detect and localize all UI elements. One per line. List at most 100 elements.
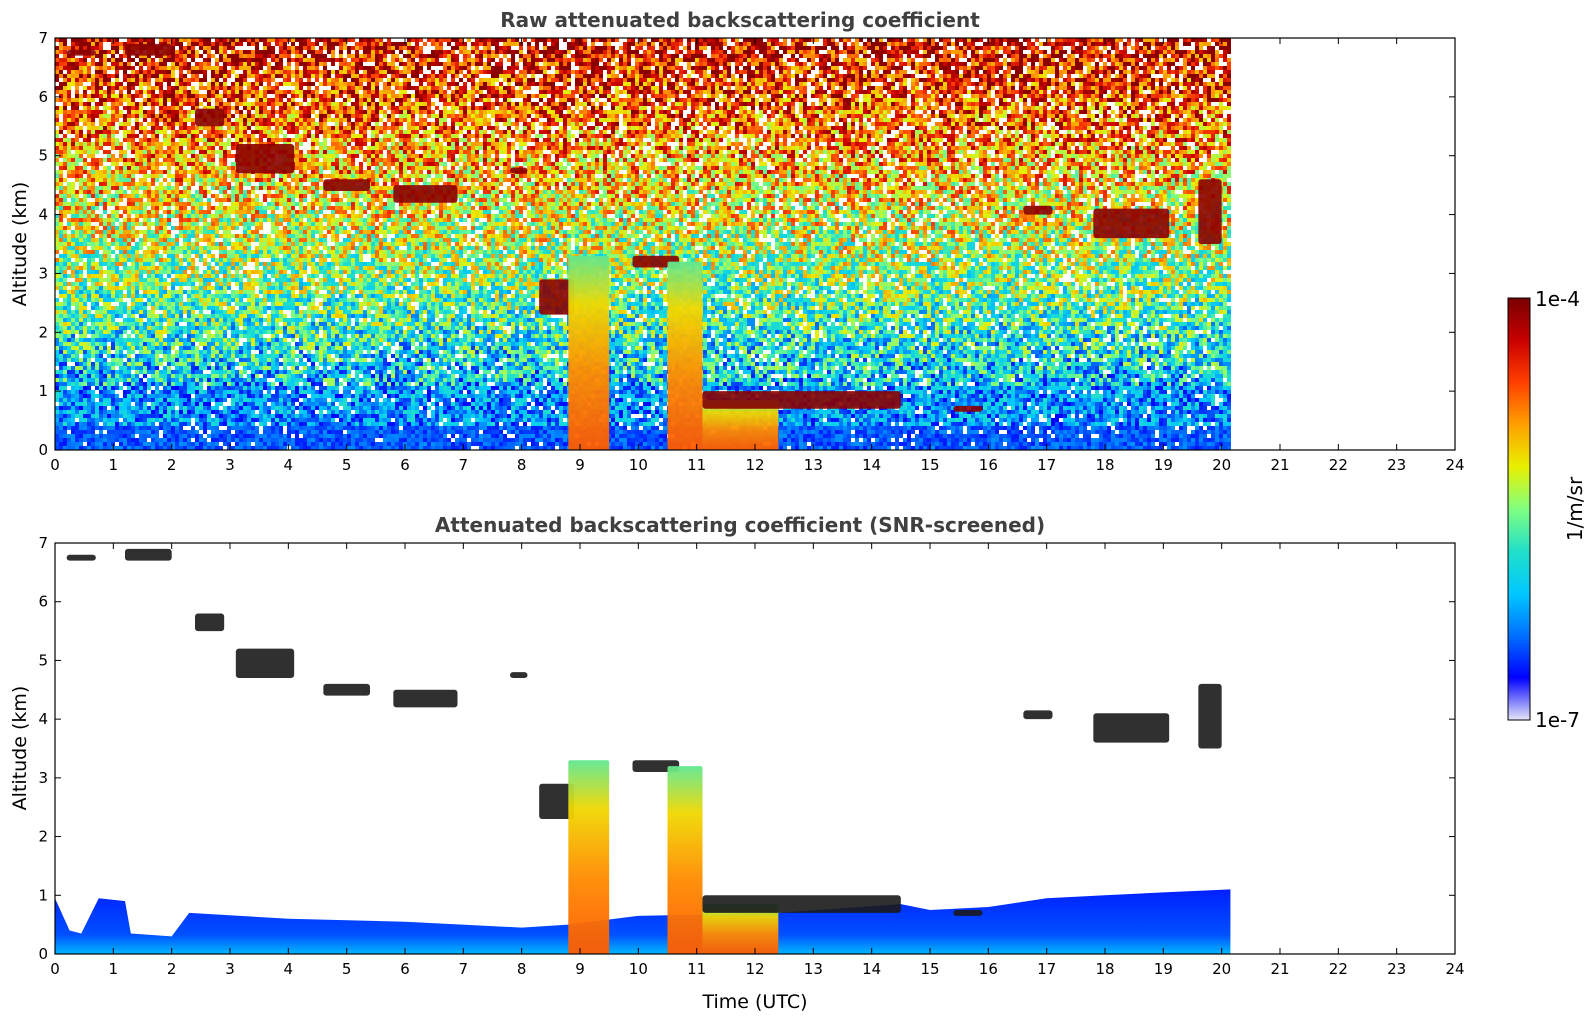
raw-signal-cell — [1195, 54, 1199, 58]
raw-signal-cell — [975, 54, 979, 58]
raw-signal-cell — [1135, 50, 1139, 54]
raw-signal-cell — [647, 42, 651, 46]
raw-signal-cell — [1151, 62, 1155, 66]
raw-signal-cell — [655, 50, 659, 54]
raw-signal-cell — [799, 46, 803, 50]
raw-signal-cell — [675, 46, 679, 50]
raw-signal-cell — [723, 50, 727, 54]
raw-signal-cell — [791, 66, 795, 70]
raw-signal-cell — [335, 58, 339, 62]
raw-signal-cell — [139, 58, 143, 62]
raw-signal-cell — [695, 66, 699, 70]
raw-signal-cell — [139, 66, 143, 70]
raw-signal-cell — [483, 50, 487, 54]
raw-signal-cell — [215, 66, 219, 70]
raw-signal-cell — [199, 70, 203, 74]
raw-signal-cell — [879, 58, 883, 62]
raw-signal-cell — [1111, 58, 1115, 62]
raw-signal-cell — [463, 46, 467, 50]
raw-signal-cell — [895, 42, 899, 46]
raw-signal-cell — [455, 42, 459, 46]
raw-signal-cell — [247, 42, 251, 46]
raw-signal-cell — [427, 54, 431, 58]
raw-signal-cell — [1127, 62, 1131, 66]
raw-signal-cell — [763, 66, 767, 70]
raw-signal-cell — [299, 58, 303, 62]
raw-signal-cell — [295, 54, 299, 58]
raw-signal-cell — [451, 62, 455, 66]
raw-signal-cell — [859, 66, 863, 70]
raw-signal-cell — [659, 58, 663, 62]
raw-signal-cell — [1183, 50, 1187, 54]
raw-signal-cell — [363, 46, 367, 50]
raw-signal-cell — [935, 62, 939, 66]
raw-signal-cell — [279, 46, 283, 50]
raw-signal-cell — [1051, 46, 1055, 50]
raw-signal-cell — [691, 66, 695, 70]
raw-signal-cell — [399, 46, 403, 50]
raw-signal-cell — [991, 46, 995, 50]
raw-signal-cell — [479, 58, 483, 62]
raw-signal-cell — [1171, 58, 1175, 62]
raw-signal-cell — [1039, 50, 1043, 54]
raw-signal-cell — [1171, 46, 1175, 50]
raw-signal-cell — [1227, 42, 1231, 46]
raw-signal-cell — [423, 54, 427, 58]
raw-signal-cell — [791, 54, 795, 58]
raw-signal-cell — [1039, 66, 1043, 70]
raw-signal-cell — [923, 66, 927, 70]
raw-signal-cell — [471, 62, 475, 66]
raw-signal-cell — [743, 54, 747, 58]
raw-signal-cell — [303, 54, 307, 58]
raw-signal-cell — [643, 50, 647, 54]
raw-signal-cell — [239, 50, 243, 54]
raw-signal-cell — [1067, 62, 1071, 66]
raw-signal-cell — [1111, 42, 1115, 46]
raw-signal-cell — [719, 62, 723, 66]
raw-signal-cell — [1039, 58, 1043, 62]
raw-signal-cell — [1099, 42, 1103, 46]
raw-signal-cell — [719, 46, 723, 50]
raw-signal-cell — [239, 66, 243, 70]
raw-signal-cell — [1143, 46, 1147, 50]
raw-signal-cell — [1199, 58, 1203, 62]
raw-signal-cell — [731, 46, 735, 50]
raw-signal-cell — [955, 58, 959, 62]
raw-signal-cell — [327, 58, 331, 62]
raw-signal-cell — [99, 42, 103, 46]
raw-signal-cell — [795, 62, 799, 66]
raw-signal-cell — [239, 62, 243, 66]
raw-signal-cell — [1203, 58, 1207, 62]
raw-signal-cell — [663, 54, 667, 58]
raw-signal-cell — [847, 46, 851, 50]
raw-signal-cell — [439, 50, 443, 54]
raw-signal-cell — [1083, 62, 1087, 66]
raw-signal-cell — [871, 58, 875, 62]
raw-signal-cell — [1191, 50, 1195, 54]
raw-signal-cell — [859, 46, 863, 50]
raw-signal-cell — [323, 46, 327, 50]
raw-signal-cell — [923, 62, 927, 66]
raw-signal-cell — [815, 62, 819, 66]
raw-signal-cell — [1143, 62, 1147, 66]
raw-signal-cell — [899, 50, 903, 54]
raw-signal-cell — [1087, 42, 1091, 46]
raw-signal-cell — [339, 42, 343, 46]
raw-signal-cell — [723, 58, 727, 62]
raw-signal-cell — [435, 62, 439, 66]
raw-signal-cell — [819, 66, 823, 70]
raw-signal-cell — [715, 66, 719, 70]
raw-signal-cell — [715, 42, 719, 46]
raw-signal-cell — [863, 42, 867, 46]
raw-signal-cell — [575, 54, 579, 58]
raw-signal-cell — [595, 54, 599, 58]
raw-signal-cell — [891, 66, 895, 70]
raw-signal-cell — [747, 54, 751, 58]
raw-signal-cell — [407, 58, 411, 62]
raw-signal-cell — [179, 58, 183, 62]
raw-signal-cell — [915, 62, 919, 66]
raw-signal-cell — [919, 46, 923, 50]
raw-signal-cell — [419, 46, 423, 50]
raw-signal-cell — [803, 62, 807, 66]
raw-signal-cell — [1031, 54, 1035, 58]
